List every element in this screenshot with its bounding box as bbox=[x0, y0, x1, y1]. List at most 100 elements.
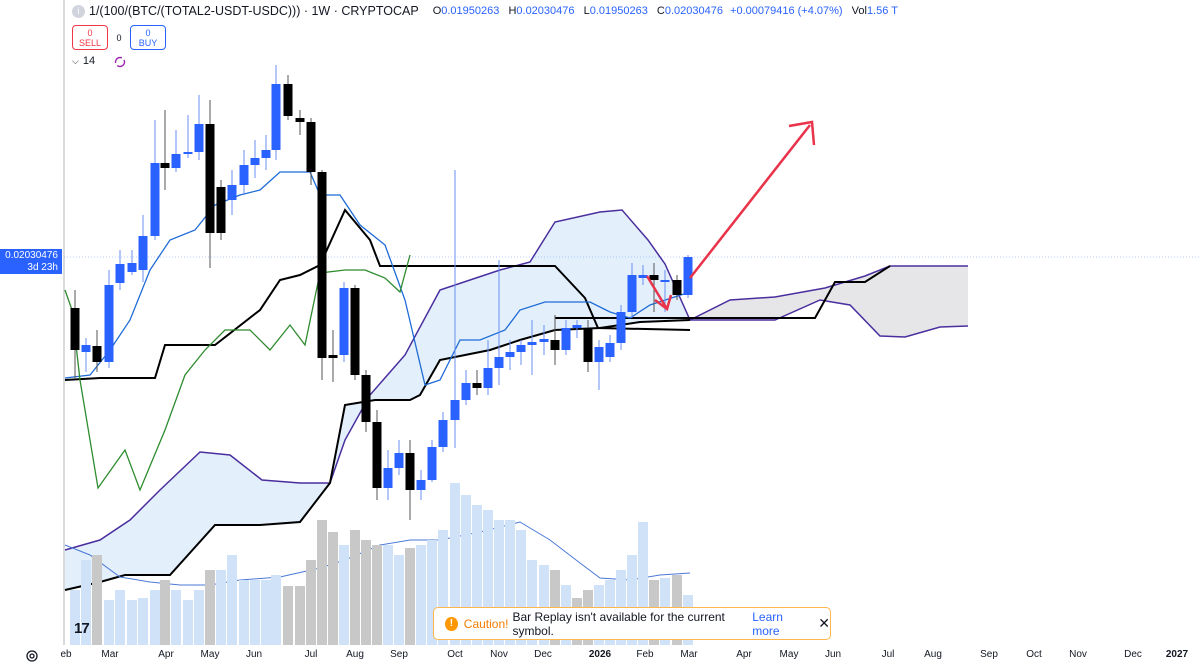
time-axis-label: Sep bbox=[980, 649, 998, 660]
volume-bar bbox=[427, 540, 437, 645]
info-icon[interactable]: i bbox=[72, 4, 85, 18]
volume-bar bbox=[104, 600, 114, 645]
current-price-label: 0.02030476 3d 23h bbox=[0, 249, 62, 274]
candle-body bbox=[328, 355, 338, 358]
candle-body bbox=[516, 345, 526, 352]
symbol-legend[interactable]: i 1/(100/(BTC/(TOTAL2-USDT-USDC))) · 1W … bbox=[72, 2, 898, 20]
sell-button[interactable]: 0 SELL bbox=[72, 25, 108, 50]
volume-bar bbox=[505, 520, 515, 645]
trade-panel: 0 SELL 0 0 BUY bbox=[72, 25, 166, 50]
buy-button[interactable]: 0 BUY bbox=[130, 25, 166, 50]
candle-body bbox=[472, 383, 482, 388]
volume-bar bbox=[92, 555, 102, 645]
candle-body bbox=[461, 383, 471, 400]
sync-icon[interactable] bbox=[114, 56, 126, 68]
candle-body bbox=[70, 308, 80, 350]
time-axis-label: Mar bbox=[101, 649, 119, 660]
candle-body bbox=[672, 280, 682, 295]
time-axis[interactable]: eb Mar Apr May Jun Jul Aug Sep Oct Nov Dec 2026 Feb M… bbox=[0, 645, 1200, 667]
gear-icon[interactable] bbox=[25, 649, 39, 663]
volume-bar bbox=[239, 580, 249, 645]
candle-body bbox=[317, 172, 327, 358]
indicators-toggle[interactable]: ⌵ 14 bbox=[72, 55, 95, 67]
volume-bar bbox=[227, 555, 237, 645]
open-value: 0.01950263 bbox=[441, 5, 500, 17]
ohlc-values: O0.01950263 H0.02030476 L0.01950263 C0.0… bbox=[427, 5, 898, 17]
candle-body bbox=[383, 468, 393, 488]
chevron-down-icon: ⌵ bbox=[72, 55, 79, 66]
candle-body bbox=[438, 420, 448, 447]
volume-bar bbox=[627, 555, 637, 645]
toast-caution-label: Caution! bbox=[463, 616, 509, 631]
candle-body bbox=[171, 154, 181, 168]
change-value: +0.00079416 (+4.07%) bbox=[730, 5, 843, 17]
close-icon[interactable]: ✕ bbox=[818, 615, 830, 631]
bar-replay-warning-toast: ! Caution! Bar Replay isn't available fo… bbox=[433, 607, 831, 640]
candle-body bbox=[572, 325, 582, 328]
volume-bar bbox=[317, 520, 327, 645]
volume-bar bbox=[350, 530, 360, 645]
upward-arrow-drawing[interactable] bbox=[689, 124, 811, 279]
volume-bar bbox=[450, 483, 460, 645]
time-axis-label: Oct bbox=[447, 649, 463, 660]
volume-bar bbox=[494, 520, 504, 645]
time-axis-label: Dec bbox=[534, 649, 552, 660]
volume-value: 1.56 T bbox=[866, 5, 898, 17]
volume-bar bbox=[271, 575, 281, 645]
candle-body bbox=[660, 280, 670, 282]
high-value: 0.02030476 bbox=[516, 5, 575, 17]
candle-body bbox=[250, 158, 260, 165]
chikou-span-line bbox=[64, 254, 411, 492]
candle-body bbox=[205, 124, 215, 233]
learn-more-link[interactable]: Learn more bbox=[752, 609, 783, 638]
time-axis-label: Apr bbox=[158, 649, 174, 660]
tradingview-logo[interactable]: 17 bbox=[74, 620, 90, 637]
time-axis-label: Oct bbox=[1026, 649, 1042, 660]
volume-bar bbox=[261, 580, 271, 645]
warning-icon: ! bbox=[445, 616, 458, 631]
volume-bar bbox=[361, 540, 371, 645]
candle-body bbox=[160, 163, 170, 168]
volume-bar bbox=[194, 590, 204, 645]
volume-bar bbox=[461, 495, 471, 645]
candle-body bbox=[649, 275, 659, 280]
volume-bar bbox=[150, 590, 160, 645]
interval-label[interactable]: 1W bbox=[311, 4, 331, 18]
sell-label: SELL bbox=[78, 37, 102, 48]
candle-body bbox=[483, 368, 493, 388]
candle-body bbox=[115, 264, 125, 283]
kijun-sen-price-line bbox=[64, 208, 691, 381]
candle-body bbox=[239, 165, 249, 185]
volume-bar bbox=[205, 570, 215, 645]
volume-bar bbox=[483, 510, 493, 645]
candle-body bbox=[627, 275, 637, 312]
candle-body bbox=[405, 453, 415, 490]
time-axis-label: Jun bbox=[824, 649, 842, 660]
volume-bar bbox=[339, 545, 349, 645]
senkou-span-a-line bbox=[64, 209, 968, 551]
kijun-sen-future-line bbox=[555, 265, 891, 319]
candle-body bbox=[561, 328, 571, 350]
candle-body bbox=[527, 342, 537, 345]
time-axis-label: Nov bbox=[490, 649, 508, 660]
candle-body bbox=[295, 118, 305, 122]
open-label: O bbox=[432, 5, 442, 17]
time-axis-label: Aug bbox=[924, 649, 942, 660]
candle-body bbox=[539, 339, 549, 342]
candle-body bbox=[138, 236, 148, 270]
volume-bar bbox=[171, 590, 181, 645]
candle-body bbox=[283, 84, 293, 116]
downward-arrow-drawing[interactable] bbox=[645, 275, 669, 310]
time-axis-label: Jun bbox=[245, 649, 263, 660]
volume-bar bbox=[70, 590, 80, 645]
volume-bar bbox=[416, 545, 426, 645]
senkou-span-b-line bbox=[690, 299, 969, 338]
tenkan-sen-line bbox=[64, 171, 691, 386]
volume-bar bbox=[127, 600, 137, 645]
candle-body bbox=[339, 288, 349, 355]
candle-body bbox=[361, 375, 371, 422]
volume-bar bbox=[438, 530, 448, 645]
symbol-name[interactable]: 1/(100/(BTC/(TOTAL2-USDT-USDC))) bbox=[89, 4, 301, 18]
